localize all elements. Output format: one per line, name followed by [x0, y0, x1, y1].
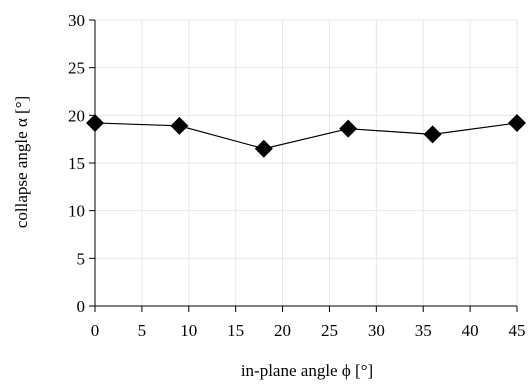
- y-tick-label: 25: [68, 59, 85, 78]
- x-tick-label: 45: [509, 321, 526, 340]
- y-axis-title: collapse angle α [°]: [12, 96, 31, 228]
- y-tick-label: 0: [77, 297, 86, 316]
- data-point-marker: [508, 113, 526, 132]
- axes: [89, 19, 518, 312]
- y-tick-label: 15: [68, 154, 85, 173]
- x-tick-label: 40: [462, 321, 479, 340]
- series-line: [94, 122, 518, 150]
- x-tick-label: 0: [91, 321, 100, 340]
- data-point-marker: [170, 116, 189, 135]
- x-tick-label: 25: [321, 321, 338, 340]
- data-point-marker: [339, 119, 358, 138]
- y-tick-label: 30: [68, 11, 85, 30]
- x-tick-label: 15: [227, 321, 244, 340]
- x-tick-label: 30: [368, 321, 385, 340]
- data-point-marker: [86, 113, 104, 132]
- tick-labels: 0 5 10 15 20 25 30 0 5 10 15 20 25 30 35 40 45: [68, 11, 526, 340]
- x-tick-label: 20: [274, 321, 291, 340]
- x-axis-title: in-plane angle ϕ [°]: [241, 361, 373, 380]
- y-tick-label: 5: [77, 249, 86, 268]
- x-tick-label: 10: [180, 321, 197, 340]
- grid-lines: [94, 19, 518, 307]
- y-tick-label: 20: [68, 106, 85, 125]
- data-point-marker: [254, 139, 273, 158]
- data-point-marker: [423, 125, 442, 144]
- x-tick-label: 35: [415, 321, 432, 340]
- y-tick-label: 10: [68, 202, 85, 221]
- x-tick-label: 5: [138, 321, 147, 340]
- series-layer: [86, 113, 526, 158]
